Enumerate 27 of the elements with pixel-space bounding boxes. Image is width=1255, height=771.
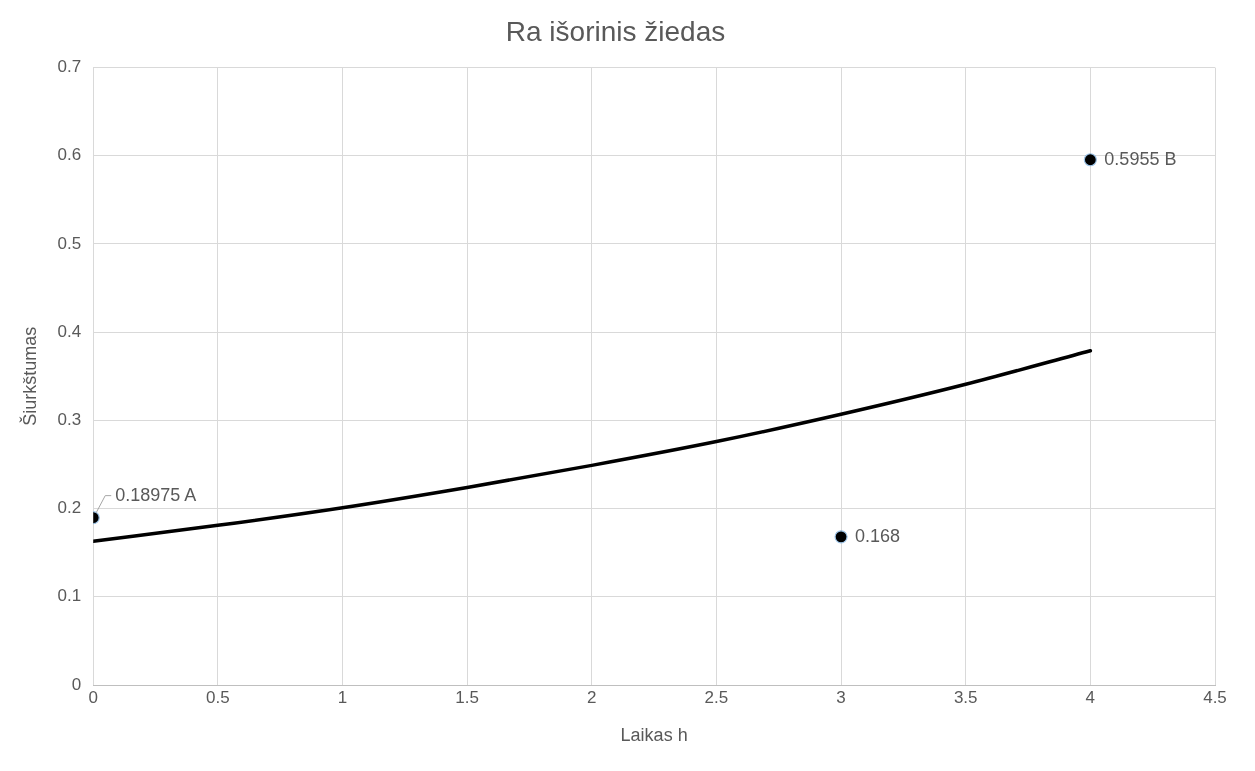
- chart-title: Ra išorinis žiedas: [505, 15, 726, 47]
- x-tick-label: 1: [337, 687, 348, 707]
- x-tick-label: 0: [88, 687, 98, 707]
- y-tick-label: 0.4: [57, 321, 82, 341]
- point: [834, 530, 848, 544]
- y-tick-label: 0.5: [57, 233, 82, 253]
- point: [1083, 153, 1097, 167]
- x-tick-label: 4.5: [1203, 687, 1227, 707]
- x-tick-label: 2.5: [704, 687, 729, 707]
- data-label: 0.5955 B: [1104, 148, 1177, 169]
- data-label: 0.168: [855, 525, 901, 546]
- y-tick-label: 0.2: [57, 498, 82, 518]
- data-label: 0.18975 A: [115, 484, 197, 505]
- x-tick-label: 3.5: [953, 687, 978, 707]
- y-tick-label: 0: [71, 674, 82, 694]
- x-tick-label: 0.5: [206, 687, 230, 707]
- y-tick-label: 0.6: [57, 145, 82, 165]
- x-tick-label: 4: [1085, 687, 1096, 707]
- x-tick-label: 3: [836, 687, 846, 707]
- y-tick-label: 0.3: [57, 410, 82, 430]
- y-axis-title: Šiurkštumas: [18, 326, 40, 426]
- x-axis-title: Laikas h: [620, 725, 688, 746]
- y-tick-label: 0.1: [57, 586, 82, 606]
- x-tick-label: 1.5: [455, 687, 479, 707]
- y-tick-label: 0.7: [57, 57, 82, 77]
- x-tick-label: 2: [587, 687, 597, 707]
- line-series: [93, 348, 1093, 543]
